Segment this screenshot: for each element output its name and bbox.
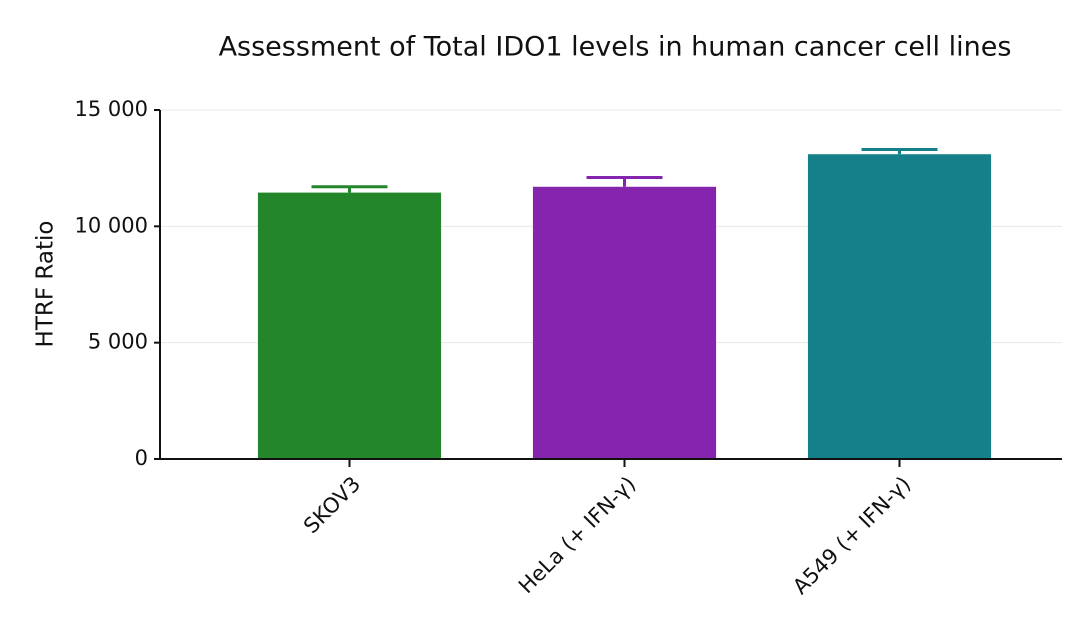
- y-axis-title: HTRF Ratio: [33, 221, 59, 348]
- x-tick-label: A549 (+ IFN-γ): [788, 472, 915, 599]
- chart-title: Assessment of Total IDO1 levels in human…: [219, 32, 1012, 63]
- y-tick-label: 10 000: [75, 213, 148, 237]
- bar: [257, 192, 442, 459]
- y-tick-label: 15 000: [75, 97, 148, 121]
- bar: [532, 186, 717, 459]
- y-tick-label: 0: [135, 446, 148, 470]
- x-tick-label: SKOV3: [299, 472, 365, 538]
- y-tick-label: 5 000: [88, 330, 148, 354]
- x-tick-label: HeLa (+ IFN-γ): [514, 472, 640, 598]
- bar: [807, 154, 992, 459]
